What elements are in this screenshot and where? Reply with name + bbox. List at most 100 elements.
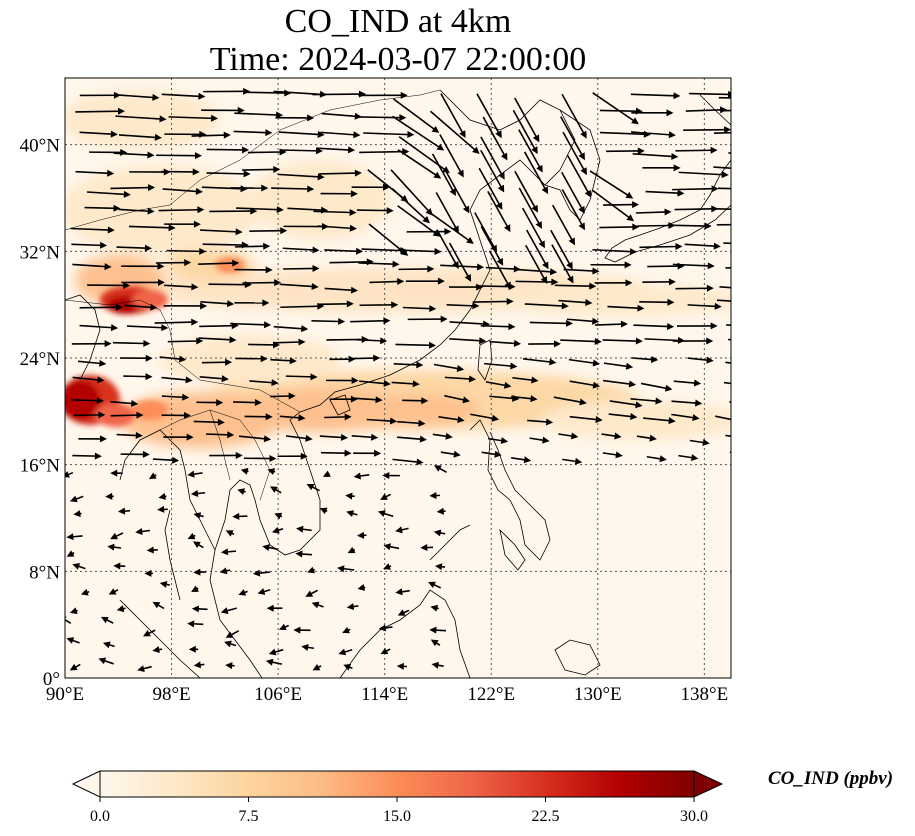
- wind-arrow: [234, 266, 273, 274]
- wind-arrow: [671, 413, 700, 422]
- wind-arrow: [72, 563, 86, 570]
- wind-arrow: [234, 242, 271, 250]
- wind-arrow: [676, 322, 718, 330]
- wind-arrow: [368, 223, 409, 256]
- wind-arrow: [257, 588, 271, 595]
- wind-arrow: [591, 189, 635, 222]
- wind-arrow: [249, 379, 279, 387]
- wind-arrow: [72, 376, 105, 384]
- wind-arrow: [480, 323, 516, 331]
- wind-arrow: [393, 361, 424, 369]
- wind-arrow: [480, 149, 505, 193]
- wind-arrow: [187, 620, 204, 628]
- wind-arrow: [675, 146, 718, 154]
- wind-arrow: [643, 417, 676, 425]
- wind-arrow: [100, 616, 114, 624]
- wind-arrow: [560, 337, 602, 345]
- wind-arrow: [568, 358, 601, 367]
- wind-arrow: [286, 434, 313, 442]
- wind-arrow: [439, 134, 464, 178]
- wind-arrow: [602, 451, 623, 459]
- wind-arrow: [343, 664, 353, 671]
- wind-arrow: [518, 129, 543, 173]
- wind-arrow: [190, 489, 206, 497]
- wind-arrow: [235, 355, 268, 363]
- wind-arrow: [391, 188, 430, 224]
- wind-arrow: [206, 170, 251, 178]
- wind-arrow: [193, 512, 204, 520]
- wind-arrow: [599, 223, 640, 231]
- wind-arrow: [312, 664, 322, 671]
- wind-arrow: [320, 190, 358, 198]
- wind-arrow: [551, 204, 576, 246]
- wind-arrow: [154, 318, 199, 326]
- wind-arrow: [428, 581, 442, 589]
- wind-arrow: [475, 283, 516, 291]
- wind-arrow: [398, 265, 435, 273]
- wind-arrow: [397, 205, 441, 237]
- wind-arrow: [642, 278, 676, 286]
- wind-arrow: [240, 467, 249, 475]
- wind-arrow: [342, 626, 351, 634]
- wind-arrow: [201, 106, 245, 114]
- wind-arrow: [354, 396, 383, 404]
- wind-arrow: [637, 222, 676, 230]
- wind-arrow: [725, 361, 731, 364]
- wind-arrow: [193, 568, 207, 576]
- wind-arrow: [321, 112, 362, 120]
- wind-arrow: [152, 646, 163, 654]
- wind-arrow: [589, 170, 634, 199]
- wind-arrow: [687, 302, 722, 310]
- lat-tick-label: 40°N: [20, 136, 61, 157]
- wind-arrow: [590, 261, 632, 269]
- wind-arrow: [430, 639, 441, 647]
- wind-arrow: [279, 414, 306, 422]
- wind-arrow: [157, 505, 168, 513]
- wind-arrow: [511, 395, 538, 403]
- wind-arrow: [632, 152, 679, 160]
- wind-arrow: [514, 170, 538, 213]
- wind-arrow: [143, 629, 156, 637]
- wind-arrow: [346, 603, 359, 611]
- wind-arrow: [163, 433, 194, 441]
- wind-arrow: [392, 98, 440, 133]
- wind-arrow: [433, 363, 465, 372]
- wind-arrow: [197, 259, 240, 267]
- wind-arrow: [431, 153, 456, 196]
- wind-arrow: [683, 126, 731, 134]
- wind-arrow: [164, 220, 201, 228]
- wind-arrow: [515, 268, 558, 276]
- wind-arrow: [193, 418, 225, 426]
- wind-arrow: [244, 413, 273, 421]
- wind-arrow: [558, 432, 579, 440]
- colorbar-tick-label: 22.5: [532, 808, 560, 825]
- colorbar-tick-label: 15.0: [383, 808, 411, 825]
- wind-arrow: [163, 302, 208, 310]
- wind-arrow: [79, 130, 118, 138]
- wind-arrow: [407, 315, 448, 323]
- wind-arrow: [148, 472, 157, 480]
- wind-arrow: [161, 376, 193, 384]
- wind-arrow: [402, 397, 429, 405]
- wind-arrow: [558, 299, 593, 307]
- wind-arrow: [478, 167, 503, 210]
- wind-arrow: [146, 546, 158, 554]
- wind-arrow: [672, 185, 719, 193]
- wind-arrow: [249, 227, 288, 235]
- wind-arrow: [646, 455, 667, 463]
- wind-arrow: [71, 340, 112, 348]
- wind-arrow: [524, 302, 569, 310]
- wind-arrow: [594, 320, 628, 328]
- wind-arrow: [608, 413, 638, 420]
- wind-arrow: [429, 212, 474, 244]
- wind-arrow: [722, 109, 731, 112]
- wind-arrow: [325, 377, 359, 385]
- wind-arrow: [71, 241, 108, 249]
- wind-arrow: [338, 648, 353, 656]
- lat-tick-label: 8°N: [29, 562, 60, 583]
- wind-arrow: [560, 116, 585, 161]
- wind-arrow: [273, 325, 309, 333]
- wind-arrow: [383, 563, 392, 570]
- wind-arrow: [324, 247, 364, 255]
- wind-arrow: [110, 411, 144, 419]
